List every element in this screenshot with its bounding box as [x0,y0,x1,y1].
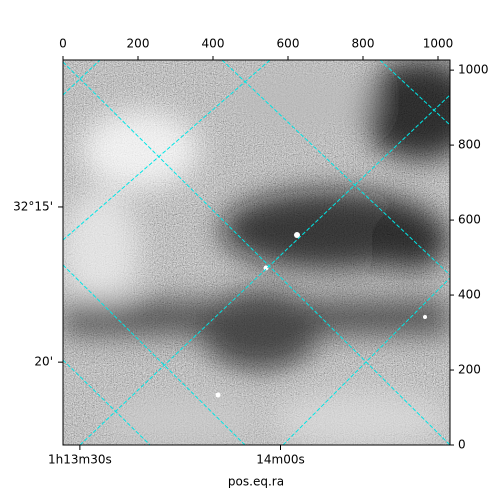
y-tick-label: 600 [458,213,481,227]
x-tick-label: 600 [277,37,300,51]
x-tick-label: 800 [352,37,375,51]
ra-tick-label: 1h13m30s [48,453,112,467]
x-tick-label: 400 [202,37,225,51]
ra-tick-label: 14m00s [256,453,304,467]
y-tick-label: 0 [458,438,466,452]
y-tick-label: 200 [458,363,481,377]
y-tick-label: 800 [458,138,481,152]
x-axis-label: pos.eq.ra [228,475,284,489]
dec-tick-label: 32°15' [13,199,53,213]
x-tick-label: 0 [59,37,67,51]
dec-tick-label: 20' [34,355,53,369]
y-tick-label: 1000 [458,63,489,77]
coordinate-grid [62,59,451,446]
y-tick-label: 400 [458,288,481,302]
x-tick-label: 200 [127,37,150,51]
x-tick-label: 1000 [423,37,454,51]
frame [62,59,451,446]
sky-image [63,60,450,445]
